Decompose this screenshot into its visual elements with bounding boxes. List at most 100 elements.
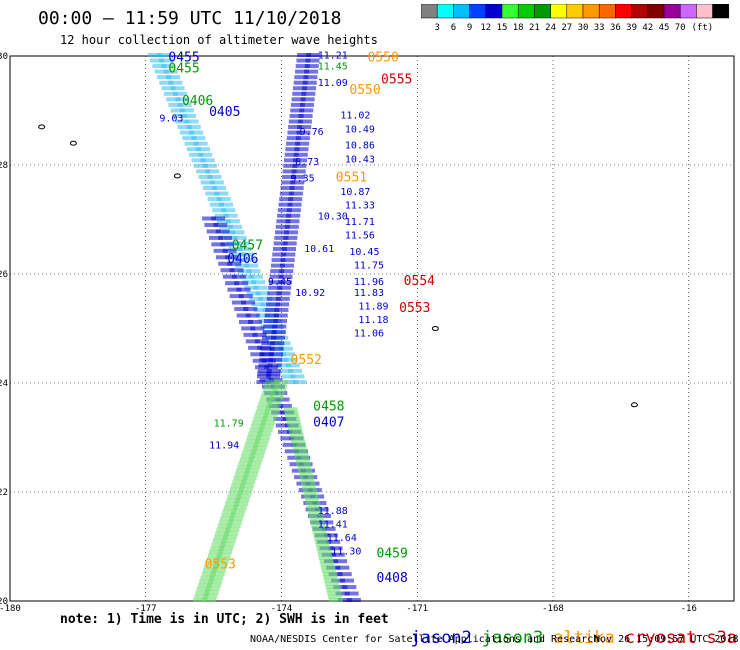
track-texture (251, 420, 266, 425)
track-texture (159, 80, 174, 85)
track-label: 9.76 (300, 127, 324, 138)
track-label: 0405 (209, 105, 240, 120)
track-texture (229, 268, 244, 273)
track-texture (270, 341, 285, 346)
track-texture (328, 598, 343, 602)
track-texture (236, 494, 251, 499)
track-texture (271, 258, 286, 263)
track-texture (206, 557, 221, 562)
track-texture (237, 490, 252, 495)
track-texture (222, 274, 237, 279)
track-texture (260, 394, 275, 399)
track-texture (229, 516, 244, 521)
track-texture (218, 235, 233, 240)
track-texture (179, 108, 194, 113)
track-texture (193, 598, 208, 602)
track-texture (205, 169, 220, 174)
track-texture (202, 598, 217, 602)
track-texture (276, 363, 291, 368)
track-texture (251, 280, 266, 285)
lat-tick-label: 24 (0, 379, 8, 389)
track-texture (286, 141, 301, 146)
track-texture (237, 246, 252, 251)
track-label: 10.30 (318, 212, 348, 223)
track-texture (207, 174, 222, 179)
track-label: 0553 (399, 301, 430, 316)
track-texture (322, 572, 337, 577)
track-texture (272, 387, 287, 392)
track-texture (288, 426, 303, 431)
track-texture (207, 197, 222, 202)
track-texture (290, 108, 305, 113)
track-texture (222, 248, 237, 253)
track-texture (214, 213, 229, 218)
track-texture (210, 572, 225, 577)
track-texture (252, 332, 267, 337)
generation-timestamp: Nov 26 15:09:57 UTC 2018 (594, 634, 739, 645)
track-texture (335, 565, 350, 570)
track-label: 11.79 (214, 419, 244, 430)
track-texture (265, 380, 280, 384)
track-label: 10.45 (349, 247, 379, 258)
track-texture (278, 274, 293, 279)
track-texture (195, 147, 210, 152)
track-texture (196, 586, 211, 591)
island-outline (630, 402, 638, 408)
track-texture (251, 302, 266, 307)
track-label: 10.43 (345, 154, 375, 165)
track-texture (273, 319, 288, 324)
track-texture (209, 235, 224, 240)
track-texture (327, 591, 342, 596)
track-texture (250, 424, 265, 429)
track-texture (333, 585, 348, 590)
track-texture (295, 458, 310, 463)
track-texture (284, 152, 299, 157)
track-texture (265, 405, 280, 410)
track-label: 11.30 (331, 547, 361, 558)
track-texture (270, 335, 285, 340)
track-texture (273, 241, 288, 246)
track-texture (286, 136, 301, 141)
track-texture (245, 468, 260, 473)
track-texture (328, 594, 343, 599)
track-texture (232, 258, 247, 263)
track-texture (249, 296, 264, 301)
track-texture (280, 436, 295, 441)
track-texture (252, 446, 267, 451)
track-texture (286, 420, 301, 425)
track-texture (218, 202, 233, 207)
track-texture (311, 523, 326, 528)
track-texture (232, 300, 247, 305)
track-texture (265, 307, 280, 312)
track-texture (291, 439, 306, 444)
track-texture (205, 586, 220, 591)
track-texture (214, 191, 229, 196)
track-texture (243, 472, 258, 477)
track-texture (264, 313, 279, 318)
track-label: 0550 (349, 83, 380, 98)
map-title: 00:00 – 11:59 UTC 11/10/2018 (38, 8, 342, 29)
colorbar-tick-label: 36 (610, 23, 621, 33)
track-texture (301, 484, 316, 489)
legend-jason3: jason3 (481, 628, 544, 648)
track-texture (220, 242, 235, 247)
track-label: 11.96 (354, 277, 384, 288)
track-texture (220, 516, 235, 521)
track-texture (293, 449, 308, 454)
track-texture (247, 319, 262, 324)
track-texture (244, 263, 259, 268)
track-texture (247, 461, 262, 466)
track-texture (224, 531, 239, 536)
track-texture (204, 222, 219, 227)
colorbar-tick-label: 21 (529, 23, 540, 33)
track-texture (281, 174, 296, 179)
track-texture (240, 453, 255, 458)
track-label: 11.09 (318, 78, 348, 89)
track-texture (294, 147, 309, 152)
track-texture (211, 216, 226, 221)
track-texture (289, 113, 304, 118)
track-texture (268, 357, 283, 362)
track-label: 11.56 (345, 231, 375, 242)
track-texture (211, 568, 226, 573)
lon-tick-label: -174 (271, 604, 293, 614)
